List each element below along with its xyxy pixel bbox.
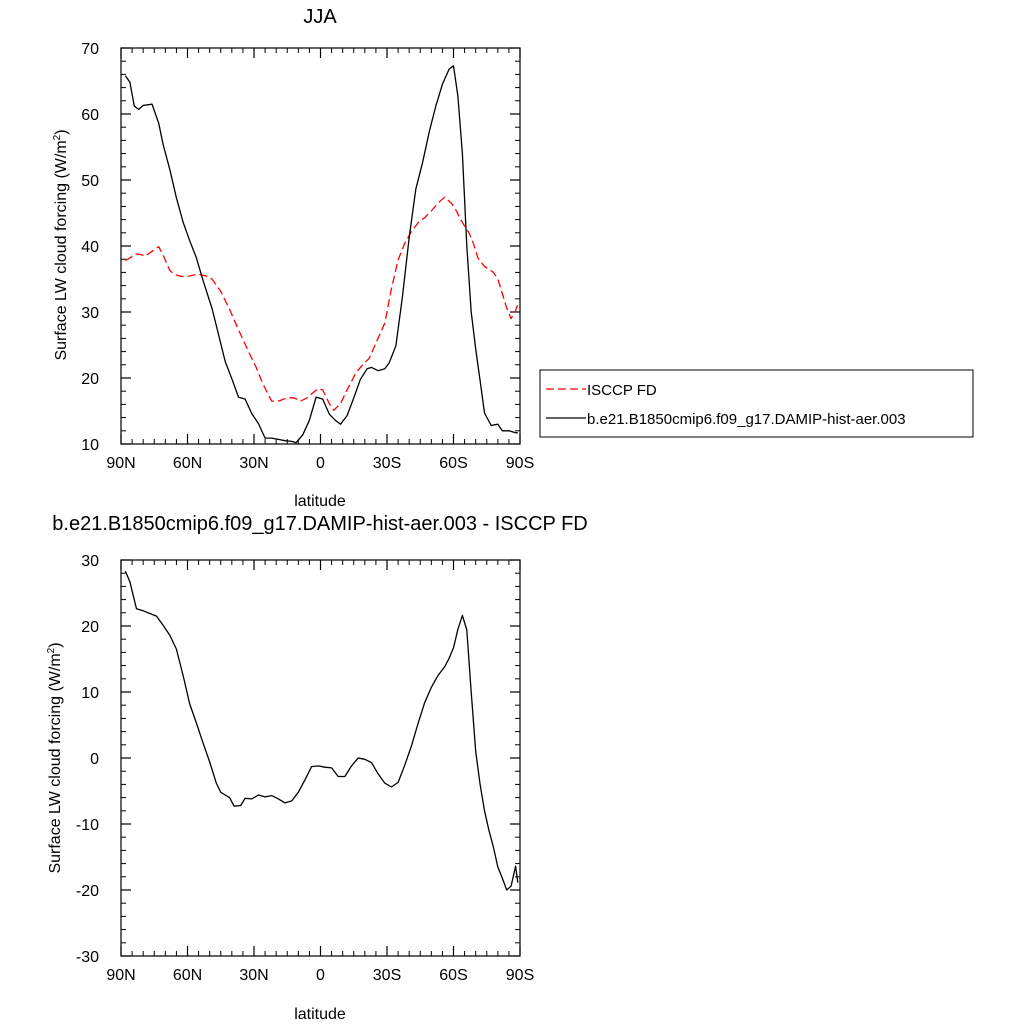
bottom-chart-ticks: 90N 60N 30N 0 30S 60S 90S -30 -20 -10 0 10 20 30: [76, 553, 534, 984]
x-tick-label: 60N: [173, 967, 202, 984]
x-tick-label: 60S: [439, 967, 467, 984]
y-tick-label: -30: [76, 949, 99, 966]
y-label-superscript: 2: [46, 647, 57, 653]
x-tick-label: 90N: [106, 455, 135, 472]
y-tick-label: 20: [81, 371, 99, 388]
x-tick-label: 60S: [439, 455, 467, 472]
y-label-text: Surface LW cloud forcing (W/m: [53, 140, 70, 360]
x-tick-label: 30S: [373, 455, 401, 472]
y-label-text: Surface LW cloud forcing (W/m: [47, 653, 64, 873]
y-tick-label: 50: [81, 173, 99, 190]
bottom-chart-title: b.e21.B1850cmip6.f09_g17.DAMIP-hist-aer.…: [52, 513, 587, 535]
y-tick-label: 10: [81, 437, 99, 454]
x-tick-label: 60N: [173, 455, 202, 472]
top-chart: JJA Surface LW cloud forcing (W/m2) lati…: [52, 6, 974, 510]
y-tick-label: 30: [81, 553, 99, 570]
y-tick-label: 10: [81, 685, 99, 702]
x-tick-label: 0: [316, 455, 325, 472]
top-chart-title: JJA: [303, 6, 337, 28]
y-tick-label: 40: [81, 239, 99, 256]
legend-label-isccp: ISCCP FD: [587, 382, 657, 399]
y-label-close: ): [53, 129, 70, 134]
series-line-isccp-fd: [125, 196, 519, 411]
top-chart-x-axis-label: latitude: [294, 493, 346, 510]
y-tick-label: 30: [81, 305, 99, 322]
legend: ISCCP FD b.e21.B1850cmip6.f09_g17.DAMIP-…: [539, 369, 974, 438]
y-tick-label: -20: [76, 883, 99, 900]
x-tick-label: 30S: [373, 967, 401, 984]
x-tick-label: 30N: [239, 455, 268, 472]
y-tick-label: 0: [90, 751, 99, 768]
legend-box: [539, 369, 974, 438]
y-label-superscript: 2: [52, 134, 63, 140]
bottom-chart-plot-frame: [120, 559, 521, 957]
top-chart-ticks: 90N 60N 30N 0 30S 60S 90S 10 20 30 40 50 60 70: [81, 41, 534, 472]
bottom-chart-x-axis-label: latitude: [294, 1006, 346, 1023]
y-label-close: ): [47, 642, 64, 647]
top-chart-y-axis-label: Surface LW cloud forcing (W/m2): [52, 129, 70, 360]
y-tick-label: -10: [76, 817, 99, 834]
x-tick-label: 90N: [106, 967, 135, 984]
y-tick-label: 20: [81, 619, 99, 636]
x-tick-label: 90S: [506, 967, 534, 984]
svg-text:Surface LW cloud forcing (W/m2: Surface LW cloud forcing (W/m2): [46, 642, 64, 873]
svg-text:Surface LW cloud forcing (W/m2: Surface LW cloud forcing (W/m2): [52, 129, 70, 360]
y-tick-label: 70: [81, 41, 99, 58]
x-tick-label: 90S: [506, 455, 534, 472]
y-tick-label: 60: [81, 107, 99, 124]
x-tick-label: 30N: [239, 967, 268, 984]
bottom-chart-y-axis-label: Surface LW cloud forcing (W/m2): [46, 642, 64, 873]
bottom-chart: b.e21.B1850cmip6.f09_g17.DAMIP-hist-aer.…: [46, 513, 588, 1023]
top-chart-plot-frame: [120, 47, 521, 445]
series-line-bottom-difference: [124, 570, 519, 891]
series-line-b-e21-b1850cmip6-f09-g17-damip-hist-aer-003: [124, 65, 518, 444]
x-tick-label: 0: [316, 967, 325, 984]
bottom-chart-series: [124, 570, 519, 891]
legend-label-model: b.e21.B1850cmip6.f09_g17.DAMIP-hist-aer.…: [587, 411, 906, 428]
top-chart-series: [124, 65, 519, 444]
